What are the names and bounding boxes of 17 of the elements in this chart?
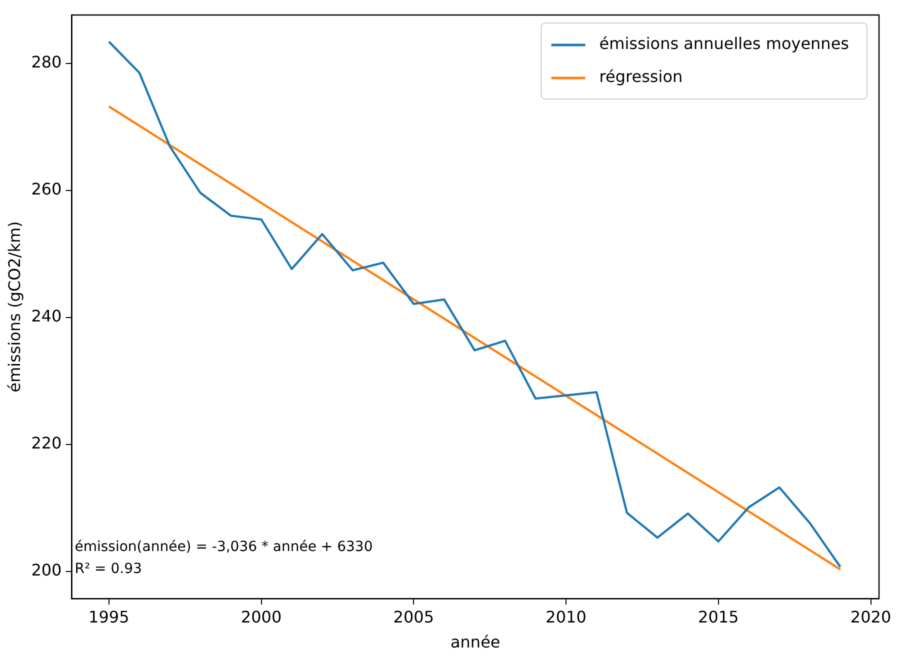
legend-label: émissions annuelles moyennes [599,34,849,54]
x-tick-label: 2010 [546,607,586,626]
y-tick-label: 220 [31,433,62,452]
x-tick-label: 2020 [850,607,892,626]
y-tick-label: 240 [31,306,62,326]
annotation: R² = 0.93 [74,561,142,578]
annotation: émission(année) = -3,036 * année + 6330 [74,539,373,556]
y-tick-label: 200 [31,560,62,580]
x-tick-label: 2015 [698,607,739,626]
legend-label: régression [599,67,683,86]
x-tick-label: 2005 [393,607,434,626]
y-tick-label: 260 [31,179,62,198]
x-tick-label: 1995 [88,607,130,626]
x-axis-title: année [450,632,500,652]
y-tick-label: 280 [31,52,62,72]
y-axis-title: émissions (gCO2/km) [4,221,24,392]
x-tick-label: 2000 [240,607,282,626]
